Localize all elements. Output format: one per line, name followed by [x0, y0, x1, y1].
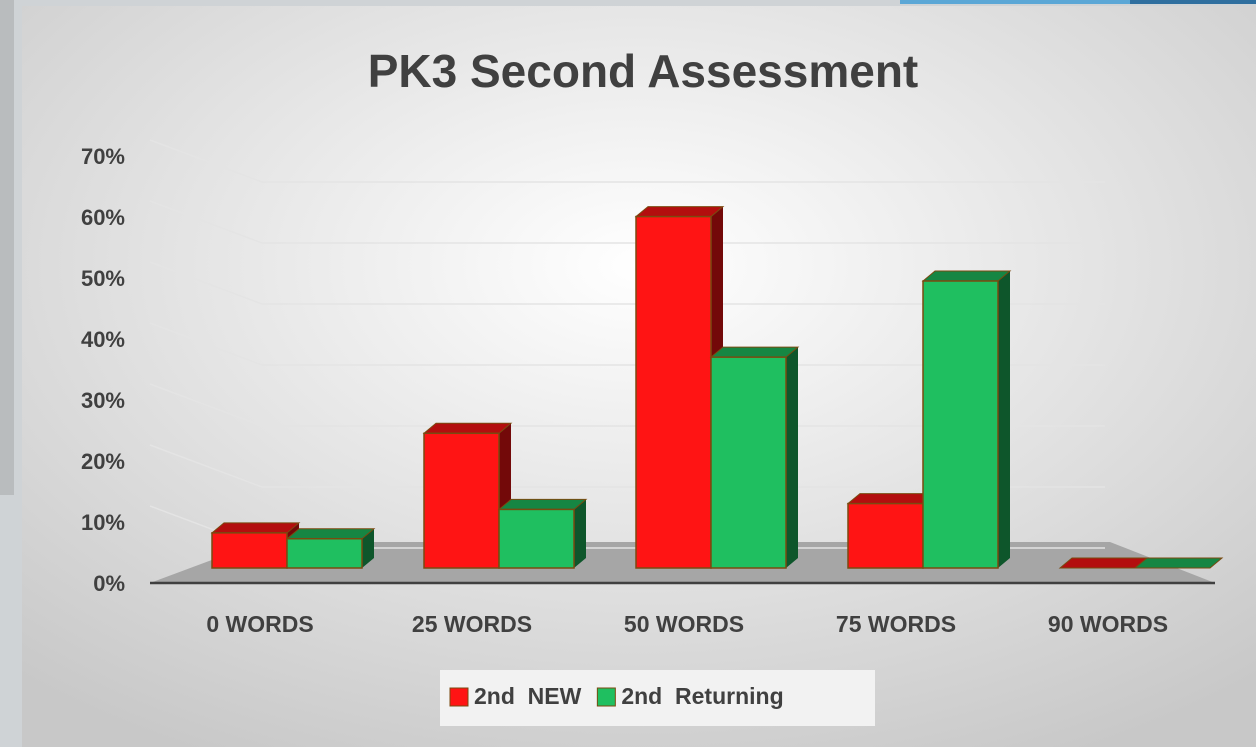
bar-top — [634, 206, 725, 218]
bar-top — [210, 522, 301, 534]
bar-front — [498, 508, 575, 569]
x-tick-label: 90 WORDS — [1048, 611, 1168, 637]
bar-front — [710, 356, 787, 569]
y-tick-label: 40% — [81, 327, 125, 352]
bar-top — [1058, 557, 1149, 569]
bar-front — [423, 432, 500, 569]
bar — [921, 270, 1012, 569]
bar — [422, 422, 513, 569]
legend-label: 2nd Returning — [621, 683, 783, 709]
grid-line — [149, 383, 1105, 427]
bar-side — [998, 271, 1010, 568]
bar-top — [921, 270, 1012, 282]
bar — [1133, 557, 1224, 569]
bar — [634, 206, 725, 569]
bar-front — [286, 537, 363, 569]
legend-swatch — [596, 687, 616, 707]
bar-top — [422, 422, 513, 434]
side-strip — [0, 0, 14, 495]
bar-side — [786, 347, 798, 568]
grid-line — [149, 200, 1105, 244]
grid-line — [149, 322, 1105, 366]
bar-front — [847, 502, 924, 569]
y-tick-label: 30% — [81, 388, 125, 413]
chart-title: PK3 Second Assessment — [368, 45, 919, 97]
bar-front — [635, 215, 712, 569]
top-strip — [900, 0, 1130, 4]
bar-top — [497, 498, 588, 510]
x-tick-label: 75 WORDS — [836, 611, 956, 637]
bar-top — [285, 528, 376, 540]
bar — [709, 346, 800, 569]
y-tick-label: 20% — [81, 449, 125, 474]
x-tick-label: 25 WORDS — [412, 611, 532, 637]
legend — [440, 670, 875, 726]
legend-label: 2nd NEW — [474, 683, 582, 709]
bar-side — [362, 528, 374, 568]
bar-side — [574, 499, 586, 568]
grid-line — [149, 444, 1105, 488]
x-tick-label: 50 WORDS — [624, 611, 744, 637]
bar — [210, 522, 301, 569]
grid-line — [149, 261, 1105, 305]
x-tick-label: 0 WORDS — [206, 611, 313, 637]
y-tick-label: 70% — [81, 144, 125, 169]
y-tick-label: 60% — [81, 205, 125, 230]
top-strip — [1130, 0, 1256, 4]
y-tick-label: 10% — [81, 510, 125, 535]
bar — [285, 528, 376, 569]
bar-top — [846, 493, 937, 505]
bar — [497, 498, 588, 569]
bar-top — [1133, 557, 1224, 569]
bar — [1058, 557, 1149, 569]
y-tick-label: 0% — [93, 571, 125, 596]
bar-front — [922, 280, 999, 569]
bar — [846, 493, 937, 569]
legend-swatch — [449, 687, 469, 707]
grid-line — [149, 139, 1105, 183]
y-tick-label: 50% — [81, 266, 125, 291]
bar-top — [709, 346, 800, 358]
bar-front — [211, 532, 288, 569]
